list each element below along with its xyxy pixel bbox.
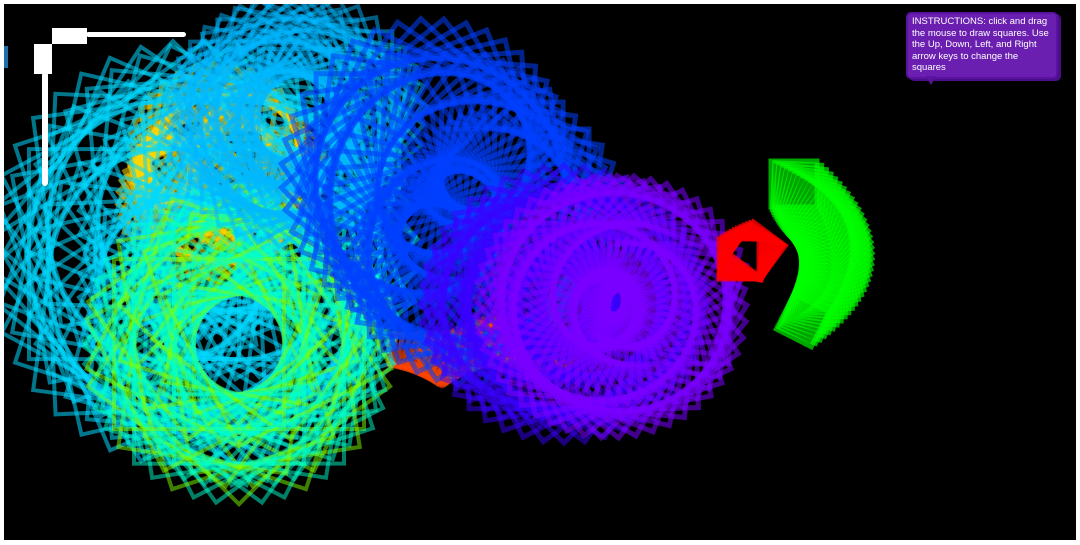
drawn-square xyxy=(179,240,379,440)
drawn-square xyxy=(725,218,789,282)
corner-bracket-icon xyxy=(34,28,186,186)
left-edge-indicator xyxy=(4,46,8,68)
squares-artwork xyxy=(4,4,876,508)
drawn-square xyxy=(587,217,751,380)
instructions-tooltip: INSTRUCTIONS: click and drag the mouse t… xyxy=(908,14,1056,84)
drawing-canvas[interactable]: INSTRUCTIONS: click and drag the mouse t… xyxy=(4,4,1076,540)
drawn-square xyxy=(773,290,833,351)
